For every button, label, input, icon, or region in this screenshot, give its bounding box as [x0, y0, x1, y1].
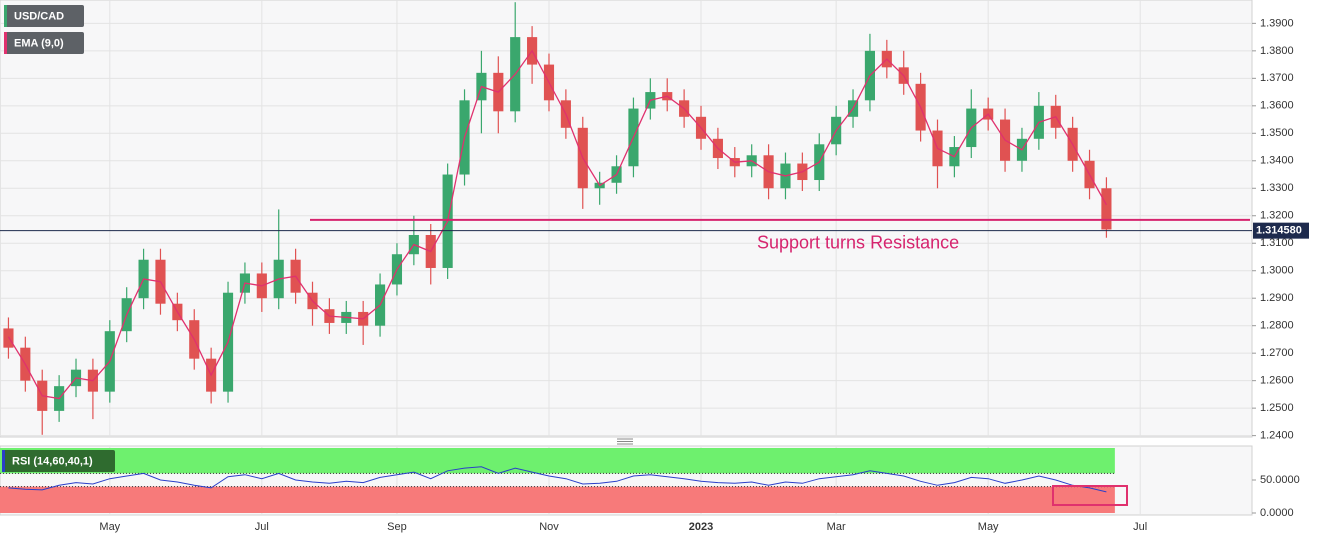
y-tick-label: 1.3900 [1260, 17, 1294, 29]
rsi-label: RSI (14,60,40,1) [12, 455, 93, 467]
legend-symbol: USD/CAD [4, 5, 84, 27]
y-tick-label: 1.3800 [1260, 45, 1294, 57]
x-tick-label: May [978, 521, 999, 533]
y-tick-label: 1.3700 [1260, 72, 1294, 84]
symbol-label: USD/CAD [14, 10, 64, 22]
y-tick-label: 1.3200 [1260, 210, 1294, 222]
y-tick-label: 1.2400 [1260, 430, 1294, 442]
x-tick-label: Mar [827, 521, 846, 533]
y-tick-label: 1.3400 [1260, 155, 1294, 167]
candle-body [3, 328, 14, 348]
price-panel [0, 0, 1253, 438]
x-tick-label: 2023 [689, 521, 713, 533]
rsi-line [8, 466, 1107, 493]
ema-label: EMA (9,0) [14, 37, 64, 49]
legend-ema: EMA (9,0) [4, 32, 84, 54]
x-tick-label: May [99, 521, 120, 533]
last-price-box [1253, 222, 1309, 239]
y-tick-label: 1.3600 [1260, 100, 1294, 112]
y-tick-label: 1.2600 [1260, 375, 1294, 387]
x-tick-label: Jul [1133, 521, 1147, 533]
ema-line [7, 49, 1107, 400]
y-tick-label: 1.2900 [1260, 292, 1294, 304]
candle-body [1101, 188, 1112, 230]
x-tick-label: Nov [539, 521, 559, 533]
x-tick-label: Jul [255, 521, 269, 533]
y-tick-label: 1.3500 [1260, 127, 1294, 139]
legend-rsi: RSI (14,60,40,1) [2, 450, 115, 472]
y-tick-label: 50.0000 [1260, 474, 1300, 486]
y-tick-label: 0.0000 [1260, 507, 1294, 519]
y-tick-label: 1.2500 [1260, 402, 1294, 414]
plot-layer: May Jul Sep Nov 2023 Mar May Jul 1.2400 1.2500 1.2… [0, 0, 1309, 533]
upper-zone [0, 448, 1115, 474]
annotation: Support turns Resistance [757, 233, 959, 253]
panel-handle [617, 438, 633, 445]
y-tick-label: 1.3300 [1260, 182, 1294, 194]
x-tick-label: Sep [387, 521, 407, 533]
y-tick-label: 1.2800 [1260, 320, 1294, 332]
last-price-label: 1.314580 [1256, 225, 1302, 237]
y-tick-label: 1.3100 [1260, 237, 1294, 249]
lower-zone [0, 486, 1115, 513]
y-tick-label: 1.3000 [1260, 265, 1294, 277]
highlight-box [1052, 485, 1128, 506]
y-tick-label: 1.2700 [1260, 347, 1294, 359]
